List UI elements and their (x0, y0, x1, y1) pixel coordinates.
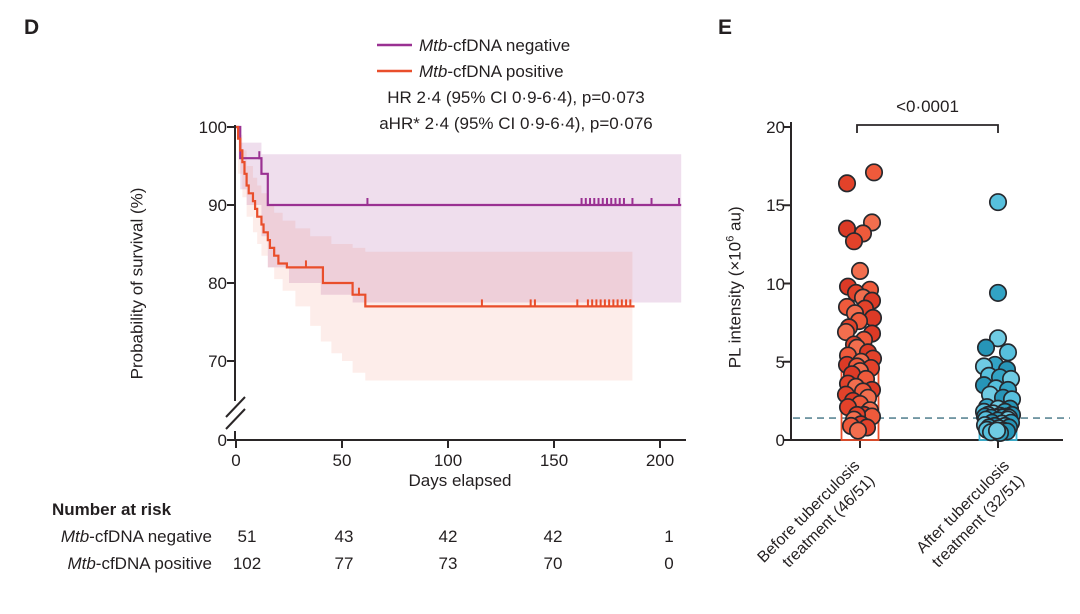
legend-item-positive: Mtb-cfDNA positive (419, 62, 564, 81)
risk-count: 0 (664, 554, 674, 573)
risk-count: 70 (543, 554, 563, 573)
risk-count: 73 (438, 554, 458, 573)
d-y-tick-label: 80 (208, 274, 227, 293)
legend-positive-italic: Mtb (419, 62, 448, 81)
risk-count: 42 (543, 527, 563, 546)
e-y-tick-label: 20 (766, 118, 785, 137)
e-y-tick-label: 15 (766, 196, 785, 216)
risk-negative-italic: Mtb (60, 527, 90, 546)
risk-count: 43 (334, 527, 354, 546)
e-y-axis-title: PL intensity (×106 au) (722, 177, 745, 397)
survival-curve-negative (236, 125, 682, 207)
survival-curve-positive (236, 125, 635, 308)
d-x-axis-title: Days elapsed (408, 471, 512, 490)
d-x-tick-label: 200 (645, 451, 675, 470)
data-point-dot (848, 421, 868, 440)
risk-negative-rest: -cfDNA negative (89, 527, 212, 546)
data-point-dot (836, 322, 856, 342)
legend-item-negative: Mtb-cfDNA negative (419, 36, 570, 55)
legend-positive-rest: -cfDNA positive (447, 62, 564, 81)
data-point-dot (998, 343, 1018, 362)
ahr-annotation: aHR* 2·4 (95% CI 0·9-6·4), p=0·076 (379, 114, 653, 133)
risk-positive-rest: -cfDNA positive (95, 554, 212, 573)
d-y-tick-label: 90 (208, 196, 227, 215)
d-x-tick-label: 100 (433, 451, 463, 470)
risk-row-label-negative: Mtb-cfDNA negative (40, 527, 212, 546)
data-point-dot (850, 261, 870, 281)
data-point-dot (864, 163, 884, 182)
risk-positive-italic: Mtb (67, 554, 96, 573)
data-point-dot (988, 193, 1008, 212)
d-x-tick-label: 150 (539, 451, 569, 470)
data-point-dot (988, 329, 1008, 348)
e-pvalue-label: <0·0001 (896, 97, 959, 116)
data-point-dot (837, 174, 857, 193)
e-ylabel-suffix: au) (725, 206, 745, 236)
data-point-dot (987, 421, 1007, 440)
d-x-tick-label: 50 (332, 451, 352, 470)
risk-row-label-positive: Mtb-cfDNA positive (40, 554, 212, 573)
e-y-tick-label: 0 (775, 431, 785, 450)
data-point-dot (844, 232, 864, 251)
panel-e-letter: E (718, 16, 733, 39)
ci-band-negative (240, 142, 682, 303)
significance-bracket (856, 124, 999, 133)
legend-negative-italic: Mtb (419, 36, 448, 55)
d-x-tick-label: 0 (231, 451, 241, 470)
e-y-tick-label: 10 (766, 274, 785, 294)
d-y-axis-title: Probability of survival (%) (127, 187, 147, 380)
d-y-tick-label-zero: 0 (217, 431, 227, 450)
e-y-tick-label: 5 (775, 352, 785, 372)
risk-count: 1 (664, 527, 674, 546)
e-ylabel-sup: 6 (724, 235, 737, 242)
panel-d-letter: D (24, 16, 40, 39)
risk-table-header: Number at risk (52, 500, 172, 519)
axis-break-slash (225, 408, 246, 430)
data-point-dot (988, 283, 1008, 302)
risk-count: 51 (237, 527, 257, 546)
risk-count: 42 (438, 527, 458, 546)
ci-band-positive (238, 134, 633, 381)
e-ylabel-prefix: PL intensity (×10 (725, 241, 745, 369)
risk-count: 77 (334, 554, 354, 573)
data-point-dot (976, 338, 996, 357)
hr-annotation: HR 2·4 (95% CI 0·9-6·4), p=0·073 (387, 88, 645, 107)
legend-negative-rest: -cfDNA negative (447, 36, 571, 55)
d-y-tick-label: 100 (198, 118, 227, 137)
risk-count: 102 (232, 554, 262, 573)
d-y-tick-label: 70 (208, 352, 227, 371)
axis-break-slash (225, 396, 246, 418)
